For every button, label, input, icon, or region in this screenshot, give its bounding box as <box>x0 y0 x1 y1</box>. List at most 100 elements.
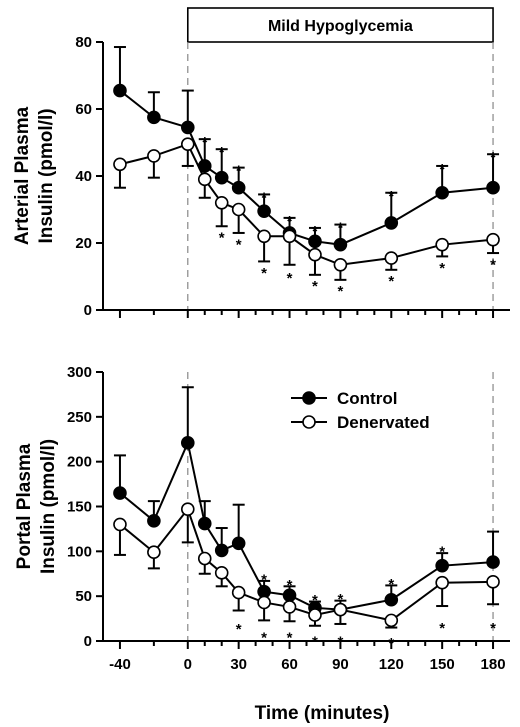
significance-star: * <box>337 220 343 237</box>
control-point <box>197 516 212 531</box>
denervated-point <box>308 608 322 622</box>
denervated-point <box>214 196 229 210</box>
hypoglycemia-banner-box <box>186 7 494 43</box>
y-tick-label: 100 <box>67 543 92 560</box>
control-point <box>231 180 246 195</box>
denervated-point <box>282 229 297 244</box>
significance-star: * <box>287 213 293 230</box>
denervated-point <box>197 551 212 566</box>
denervated-point <box>147 149 161 163</box>
control-point <box>308 234 322 249</box>
significance-star: * <box>219 230 225 247</box>
significance-star: * <box>439 620 445 637</box>
x-tick-label: 0 <box>184 656 192 673</box>
x-tick-label: 120 <box>379 656 404 673</box>
significance-star: * <box>388 635 394 652</box>
denervated-point <box>384 613 399 628</box>
control-point <box>113 486 127 500</box>
y-tick-label: 250 <box>67 409 92 426</box>
significance-star: * <box>490 620 496 637</box>
significance-star: * <box>490 149 496 166</box>
significance-star: * <box>261 265 267 282</box>
denervated-point <box>384 251 399 265</box>
significance-star: * <box>388 576 394 593</box>
significance-star: * <box>236 163 242 180</box>
significance-star: * <box>439 544 445 561</box>
significance-star: * <box>236 621 242 638</box>
y-tick-label: 0 <box>84 633 92 650</box>
control-point <box>197 159 212 173</box>
denervated-point <box>231 585 246 600</box>
x-axis-label: Time (minutes) <box>255 703 390 724</box>
y-axis-label-line: Portal Plasma <box>14 443 35 569</box>
denervated-point <box>435 575 449 590</box>
denervated-point <box>333 257 348 272</box>
y-tick-label: 40 <box>75 168 92 185</box>
x-tick-label: 150 <box>430 656 455 673</box>
control-point <box>147 514 161 528</box>
denervated-point <box>214 566 229 580</box>
significance-star: * <box>287 630 293 647</box>
legend-control-label: Control <box>337 389 397 408</box>
control-point <box>113 83 127 98</box>
denervated-point <box>147 545 161 560</box>
significance-star: * <box>202 134 208 151</box>
significance-star: * <box>312 278 318 295</box>
x-tick-label: 180 <box>481 656 506 673</box>
significance-star: * <box>312 592 318 609</box>
portal-insulin-panel: 0 50 100 150 200 250 300 -40 0 30 60 90 120 150 180 Por… <box>14 364 510 673</box>
significance-star: * <box>388 273 394 290</box>
denervated-point <box>231 202 246 217</box>
hypoglycemia-banner: Mild Hypoglycemia <box>186 7 494 43</box>
y-tick-label: 150 <box>67 499 92 516</box>
denervated-point <box>113 157 127 172</box>
control-point <box>435 185 449 200</box>
x-tick-label: 30 <box>230 656 247 673</box>
significance-star: * <box>490 256 496 273</box>
denervated-point <box>197 172 212 187</box>
y-tick-label: 60 <box>75 101 92 118</box>
y-tick-label: 0 <box>84 302 92 319</box>
significance-star: * <box>337 283 343 300</box>
x-tick-label: -40 <box>109 656 131 673</box>
denervated-point <box>257 229 271 244</box>
x-tick-label: 90 <box>332 656 349 673</box>
significance-star: * <box>388 188 394 205</box>
significance-star: * <box>439 260 445 277</box>
significance-star: * <box>287 577 293 594</box>
significance-star: * <box>439 161 445 178</box>
significance-star: * <box>312 223 318 240</box>
control-point <box>486 180 500 195</box>
significance-star: * <box>337 591 343 608</box>
significance-star: * <box>287 270 293 287</box>
y-tick-label: 50 <box>75 588 92 605</box>
x-tick-label: 60 <box>281 656 298 673</box>
significance-star: * <box>219 144 225 161</box>
y-axis-label-line: Insulin (pmol/l) <box>36 108 57 243</box>
control-point <box>384 216 399 230</box>
significance-star: * <box>236 236 242 253</box>
y-tick-label: 20 <box>75 235 92 252</box>
denervated-point <box>180 137 195 151</box>
y-axis-label: Arterial Plasma Insulin (pmol/l) <box>12 106 57 245</box>
control-point <box>486 555 500 569</box>
control-point <box>147 110 161 125</box>
significance-star: * <box>261 189 267 206</box>
significance-star: * <box>261 571 267 588</box>
denervated-point <box>282 600 297 614</box>
arterial-insulin-panel: 0 20 40 60 80 Arterial Plasma Insulin (pmol/l)… <box>12 34 510 319</box>
denervated-point <box>435 237 449 252</box>
y-axis-label-line: Insulin (pmol/l) <box>38 439 59 574</box>
control-point <box>180 120 195 135</box>
legend: Control Denervated <box>291 389 430 432</box>
control-point <box>257 204 271 218</box>
legend-denervated-label: Denervated <box>337 413 430 432</box>
hypoglycemia-banner-text: Mild Hypoglycemia <box>268 18 413 35</box>
control-point <box>333 237 348 252</box>
y-tick-label: 200 <box>67 454 92 471</box>
control-point <box>231 536 246 551</box>
denervated-point <box>333 602 348 617</box>
denervated-point <box>486 575 500 589</box>
denervated-point <box>257 595 271 610</box>
